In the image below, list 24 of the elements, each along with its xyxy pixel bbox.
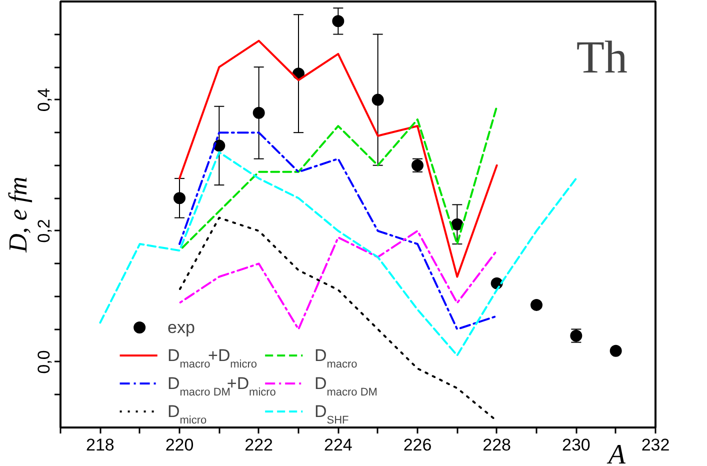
x-tick-label: 222 — [244, 436, 274, 454]
x-axis-title: A — [606, 440, 626, 466]
x-tick-label: 230 — [562, 436, 590, 454]
point — [610, 344, 622, 357]
x-tick-label: 232 — [641, 436, 670, 454]
y-tick-label: 0,4 — [34, 88, 54, 112]
x-tick-label: 226 — [403, 436, 432, 454]
x-tick-label: 218 — [86, 436, 114, 454]
text: Th — [576, 32, 628, 82]
x-tick-label: 228 — [482, 436, 512, 454]
point — [530, 298, 542, 311]
line-series — [178, 40, 498, 278]
point — [332, 15, 344, 28]
y-tick-label: 0,0 — [34, 350, 54, 374]
point — [451, 218, 464, 230]
line-series — [178, 105, 498, 252]
x-tick-label: 220 — [165, 436, 194, 454]
point — [372, 94, 384, 106]
point — [174, 192, 186, 204]
point — [252, 106, 265, 119]
x-tick-label: 224 — [324, 436, 352, 454]
y-axis-title: D, e fm — [4, 176, 32, 254]
legend-label: exp — [168, 318, 195, 337]
y-tick-label: 0,2 — [34, 219, 54, 243]
